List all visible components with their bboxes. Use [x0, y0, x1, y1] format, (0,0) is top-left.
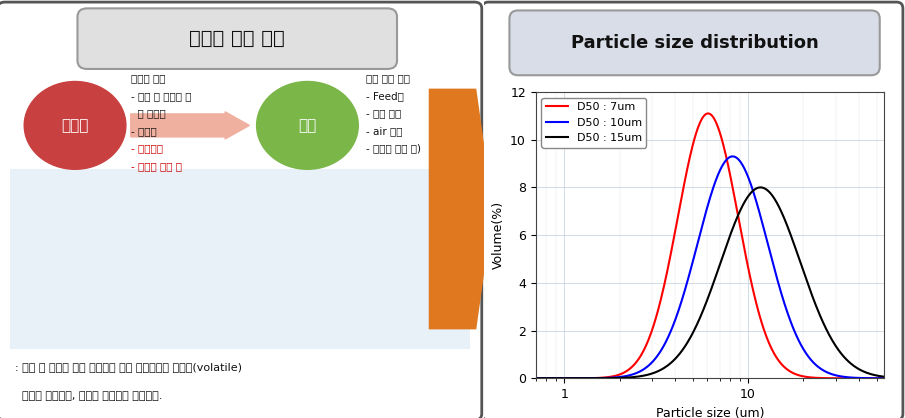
- D50 : 10um: (17.4, 2.22): 10um: (17.4, 2.22): [786, 323, 797, 328]
- Polygon shape: [429, 89, 493, 329]
- D50 : 10um: (8.23, 9.3): 10um: (8.23, 9.3): [727, 154, 738, 159]
- Text: 분쇄: 분쇄: [299, 118, 317, 133]
- Text: 원료의 상태: 원료의 상태: [130, 73, 166, 83]
- Text: - 분쇄 전 원료의 입: - 분쇄 전 원료의 입: [130, 91, 191, 101]
- Line: D50 : 15um: D50 : 15um: [509, 187, 884, 378]
- D50 : 15um: (4.19, 0.98): 15um: (4.19, 0.98): [673, 352, 684, 357]
- D50 : 7um: (11.6, 2.55): 7um: (11.6, 2.55): [755, 315, 766, 320]
- Y-axis label: Volume(%): Volume(%): [491, 201, 505, 269]
- Text: - 분쇄 방식: - 분쇄 방식: [366, 108, 401, 118]
- D50 : 15um: (0.5, 1.9e-08): 15um: (0.5, 1.9e-08): [503, 376, 514, 381]
- Text: - 결정성: - 결정성: [130, 126, 157, 136]
- Text: Particle size distribution: Particle size distribution: [571, 33, 818, 52]
- FancyArrow shape: [130, 112, 250, 139]
- Text: - 수분함량: - 수분함량: [130, 143, 163, 153]
- D50 : 7um: (8.04, 8.41): 7um: (8.04, 8.41): [725, 175, 736, 180]
- D50 : 15um: (11.5, 8): 15um: (11.5, 8): [754, 185, 765, 190]
- X-axis label: Particle size (um): Particle size (um): [656, 407, 764, 418]
- Text: - 기계적 강도 등): - 기계적 강도 등): [366, 143, 421, 153]
- Line: D50 : 7um: D50 : 7um: [509, 113, 884, 378]
- D50 : 7um: (1.15, 0.000771): 7um: (1.15, 0.000771): [570, 376, 581, 381]
- FancyBboxPatch shape: [510, 10, 880, 75]
- D50 : 7um: (6.06, 11.1): 7um: (6.06, 11.1): [702, 111, 713, 116]
- Line: D50 : 10um: D50 : 10um: [509, 156, 884, 378]
- D50 : 7um: (0.5, 4.86e-09): 7um: (0.5, 4.86e-09): [503, 376, 514, 381]
- D50 : 10um: (0.5, 1.45e-08): 10um: (0.5, 1.45e-08): [503, 376, 514, 381]
- D50 : 15um: (17.4, 5.85): 15um: (17.4, 5.85): [786, 236, 797, 241]
- D50 : 10um: (7.98, 9.28): 10um: (7.98, 9.28): [725, 155, 736, 160]
- Circle shape: [24, 82, 126, 169]
- D50 : 10um: (1.15, 0.000411): 10um: (1.15, 0.000411): [570, 376, 581, 381]
- Legend: D50 : 7um, D50 : 10um, D50 : 15um: D50 : 7um, D50 : 10um, D50 : 15um: [541, 97, 646, 148]
- D50 : 7um: (1.67, 0.0361): 7um: (1.67, 0.0361): [600, 375, 611, 380]
- FancyBboxPatch shape: [78, 8, 397, 69]
- D50 : 15um: (55, 0.0658): 15um: (55, 0.0658): [879, 374, 890, 379]
- D50 : 15um: (1.67, 0.00422): 15um: (1.67, 0.00422): [600, 376, 611, 381]
- Text: 분쇄 공정 조건: 분쇄 공정 조건: [366, 73, 410, 83]
- D50 : 15um: (11.7, 8): 15um: (11.7, 8): [756, 185, 767, 190]
- D50 : 10um: (55, 0.000844): 10um: (55, 0.000844): [879, 376, 890, 381]
- FancyBboxPatch shape: [482, 2, 903, 418]
- Text: - Feed량: - Feed량: [366, 91, 404, 101]
- D50 : 7um: (17.4, 0.24): 7um: (17.4, 0.24): [786, 370, 797, 375]
- D50 : 10um: (1.67, 0.0132): 10um: (1.67, 0.0132): [600, 375, 611, 380]
- Text: 도 균일성: 도 균일성: [130, 108, 166, 118]
- Text: 함량을 제어하여, 원료의 가공성을 향상시킴.: 함량을 제어하여, 원료의 가공성을 향상시킴.: [14, 391, 162, 401]
- D50 : 15um: (7.98, 5.98): 15um: (7.98, 5.98): [725, 233, 736, 238]
- Text: : 분쇄 전 열처리 조건 최적화를 통해 수분함량과 불순물(volatile): : 분쇄 전 열처리 조건 최적화를 통해 수분함량과 불순물(volatile…: [14, 362, 242, 372]
- D50 : 15um: (1.15, 0.00017): 15um: (1.15, 0.00017): [570, 376, 581, 381]
- D50 : 7um: (4.19, 6.94): 7um: (4.19, 6.94): [673, 210, 684, 215]
- Text: - air 압력: - air 압력: [366, 126, 402, 136]
- Text: 음극재 제조 공정: 음극재 제조 공정: [189, 29, 285, 48]
- D50 : 10um: (11.6, 6.84): 10um: (11.6, 6.84): [755, 212, 766, 217]
- FancyBboxPatch shape: [10, 169, 470, 349]
- Text: - 불순물 함량 등: - 불순물 함량 등: [130, 161, 182, 171]
- D50 : 7um: (55, 5.35e-07): 7um: (55, 5.35e-07): [879, 376, 890, 381]
- Text: 열처리: 열처리: [62, 118, 89, 133]
- Circle shape: [257, 82, 358, 169]
- D50 : 10um: (4.19, 2.86): 10um: (4.19, 2.86): [673, 308, 684, 313]
- FancyBboxPatch shape: [0, 2, 481, 418]
